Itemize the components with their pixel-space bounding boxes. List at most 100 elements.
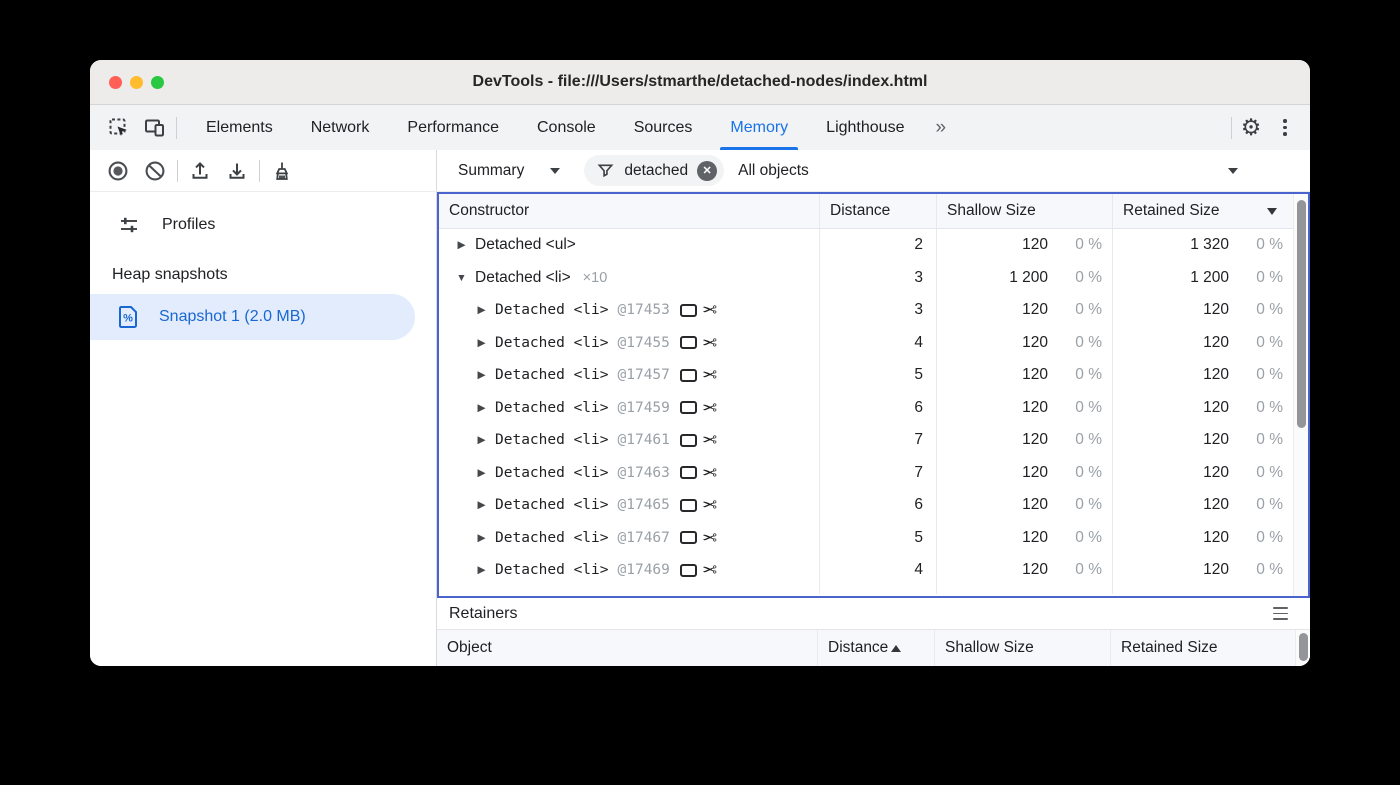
close-window-button[interactable]	[109, 76, 122, 89]
minimize-window-button[interactable]	[130, 76, 143, 89]
tabbar-left-icons	[90, 105, 187, 150]
filter-text: detached	[624, 161, 689, 179]
detached-scissors-icon: ✂	[701, 397, 717, 418]
scrollbar-thumb[interactable]	[1299, 633, 1308, 661]
table-row[interactable]: ▶ Detached <li> @17467 ✂ 5 120 0 % 120 0…	[439, 521, 1308, 554]
disclosure-triangle[interactable]: ▶	[477, 401, 486, 414]
shallow-size-cell: 120 0 %	[937, 294, 1113, 327]
sidebar-item-snapshot-1[interactable]: % Snapshot 1 (2.0 MB)	[90, 294, 415, 340]
row-icons: ✂	[679, 397, 717, 418]
disclosure-triangle[interactable]: ▶	[477, 434, 486, 447]
load-profile-icon[interactable]	[185, 156, 215, 186]
device-toolbar-icon[interactable]	[140, 113, 170, 143]
table-row[interactable]: ▶ Detached <li> @17453 ✂ 3 120 0 % 120 0…	[439, 294, 1308, 327]
table-row[interactable]: ▶ Detached <li> @17463 ✂ 7 120 0 % 120 0…	[439, 456, 1308, 489]
reveal-in-elements-icon[interactable]	[679, 303, 697, 317]
zoom-window-button[interactable]	[151, 76, 164, 89]
profiles-sidebar: Profiles Heap snapshots % Snapshot 1 (2.…	[90, 192, 437, 666]
table-row[interactable]: ▶ Detached <li> @17455 ✂ 4 120 0 % 120 0…	[439, 326, 1308, 359]
divider	[1231, 116, 1232, 139]
clear-all-broom-icon[interactable]	[267, 156, 297, 186]
scrollbar-thumb[interactable]	[1297, 200, 1306, 428]
window-titlebar: DevTools - file:///Users/stmarthe/detach…	[90, 60, 1310, 105]
tab-lighthouse[interactable]: Lighthouse	[826, 118, 905, 136]
record-heap-snapshot-icon[interactable]	[103, 156, 133, 186]
save-profile-icon[interactable]	[222, 156, 252, 186]
retained-size-cell: 120 0 %	[1203, 301, 1283, 319]
grid-body: ▶ Detached <ul> ✂ 2 120 0 % 1 320 0 % ▼ …	[439, 229, 1308, 594]
heap-snapshot-icon: %	[119, 306, 137, 328]
disclosure-triangle[interactable]: ▶	[477, 466, 486, 479]
retained-size-cell: 120 0 %	[1203, 366, 1283, 384]
detached-scissors-icon: ✂	[701, 527, 717, 548]
table-row[interactable]: ▶ Detached <li> @17457 ✂ 5 120 0 % 120 0…	[439, 359, 1308, 392]
disclosure-triangle[interactable]: ▼	[456, 271, 467, 284]
reveal-in-elements-icon[interactable]	[679, 466, 697, 480]
disclosure-triangle[interactable]: ▶	[477, 304, 486, 317]
constructor-name: Detached <li>	[495, 432, 609, 449]
constructors-grid: Constructor Distance Shallow Size Retain…	[437, 192, 1310, 598]
shallow-size-cell: 120 0 %	[937, 424, 1113, 457]
reveal-in-elements-icon[interactable]	[679, 563, 697, 577]
reveal-in-elements-icon[interactable]	[679, 336, 697, 350]
table-row[interactable]: ▶ Detached <li> @17469 ✂ 4 120 0 % 120 0…	[439, 554, 1308, 587]
table-row[interactable]: ▶ Detached <li> @17459 ✂ 6 120 0 % 120 0…	[439, 391, 1308, 424]
column-header-constructor[interactable]: Constructor	[439, 194, 820, 228]
disclosure-triangle[interactable]: ▶	[477, 336, 486, 349]
hamburger-menu-icon[interactable]	[1273, 607, 1288, 620]
tab-sources[interactable]: Sources	[633, 118, 693, 136]
reveal-in-elements-icon[interactable]	[679, 401, 697, 415]
row-icons: ✂	[679, 300, 717, 320]
memory-toolbar: Summary detached ✕ All objects	[90, 150, 1310, 192]
grid-scrollbar[interactable]	[1293, 194, 1308, 596]
distance-cell: 7	[820, 456, 937, 489]
table-row[interactable]: ▶ Detached <li> ✂	[439, 586, 1308, 594]
clear-profiles-icon[interactable]	[140, 156, 170, 186]
reveal-in-elements-icon[interactable]	[679, 433, 697, 447]
tab-performance[interactable]: Performance	[407, 118, 499, 136]
settings-gear-icon[interactable]: ⚙	[1240, 114, 1262, 140]
distance-cell: 6	[820, 391, 937, 424]
reveal-in-elements-icon[interactable]	[679, 531, 697, 545]
column-header-retained-size[interactable]: Retained Size	[1113, 194, 1293, 228]
class-filter-input[interactable]: detached ✕	[584, 155, 725, 186]
reveal-in-elements-icon[interactable]	[679, 498, 697, 512]
retainers-title: Retainers	[449, 604, 518, 622]
table-row[interactable]: ▶ Detached <li> @17465 ✂ 6 120 0 % 120 0…	[439, 489, 1308, 522]
table-row[interactable]: ▶ Detached <ul> ✂ 2 120 0 % 1 320 0 %	[439, 229, 1308, 262]
column-header-retainers-shallow[interactable]: Shallow Size	[935, 630, 1111, 666]
disclosure-triangle[interactable]: ▶	[477, 531, 486, 544]
disclosure-triangle[interactable]: ▶	[477, 564, 486, 577]
object-scope-select[interactable]: All objects	[738, 162, 1238, 180]
column-header-shallow-size[interactable]: Shallow Size	[937, 194, 1113, 228]
constructor-name: Detached <li>	[495, 334, 609, 351]
perspective-select[interactable]: Summary	[450, 158, 568, 184]
reveal-in-elements-icon[interactable]	[679, 368, 697, 382]
more-tabs-button[interactable]: »	[935, 116, 946, 138]
tune-sliders-icon	[121, 217, 137, 232]
column-header-object[interactable]: Object	[437, 630, 818, 666]
tab-memory[interactable]: Memory	[711, 105, 807, 150]
clear-filter-icon[interactable]: ✕	[697, 160, 718, 181]
sidebar-item-profiles[interactable]: Profiles	[90, 201, 436, 248]
disclosure-triangle[interactable]: ▶	[477, 499, 486, 512]
retainers-scrollbar[interactable]	[1295, 630, 1310, 666]
detached-scissors-icon: ✂	[701, 430, 717, 451]
retained-size-cell: 120 0 %	[1203, 528, 1283, 546]
tab-console[interactable]: Console	[536, 118, 596, 136]
tab-elements[interactable]: Elements	[206, 118, 273, 136]
column-header-retainers-retained[interactable]: Retained Size	[1121, 639, 1218, 656]
table-row[interactable]: ▶ Detached <li> @17461 ✂ 7 120 0 % 120 0…	[439, 424, 1308, 457]
inspect-element-icon[interactable]	[104, 113, 134, 143]
kebab-menu-icon[interactable]	[1270, 113, 1300, 143]
constructor-name: Detached <li>	[495, 399, 609, 416]
retained-size-cell: 120 0 %	[1203, 431, 1283, 449]
object-id: @17453	[617, 302, 670, 319]
table-row[interactable]: ▼ Detached <li> ×10 ✂ 3 1 200 0 % 1 200 …	[439, 261, 1308, 294]
column-header-retainers-distance[interactable]: Distance	[818, 630, 935, 666]
disclosure-triangle[interactable]: ▶	[457, 239, 466, 252]
chevron-down-icon	[1228, 167, 1238, 174]
column-header-distance[interactable]: Distance	[820, 194, 937, 228]
tab-network[interactable]: Network	[310, 118, 370, 136]
disclosure-triangle[interactable]: ▶	[477, 369, 486, 382]
